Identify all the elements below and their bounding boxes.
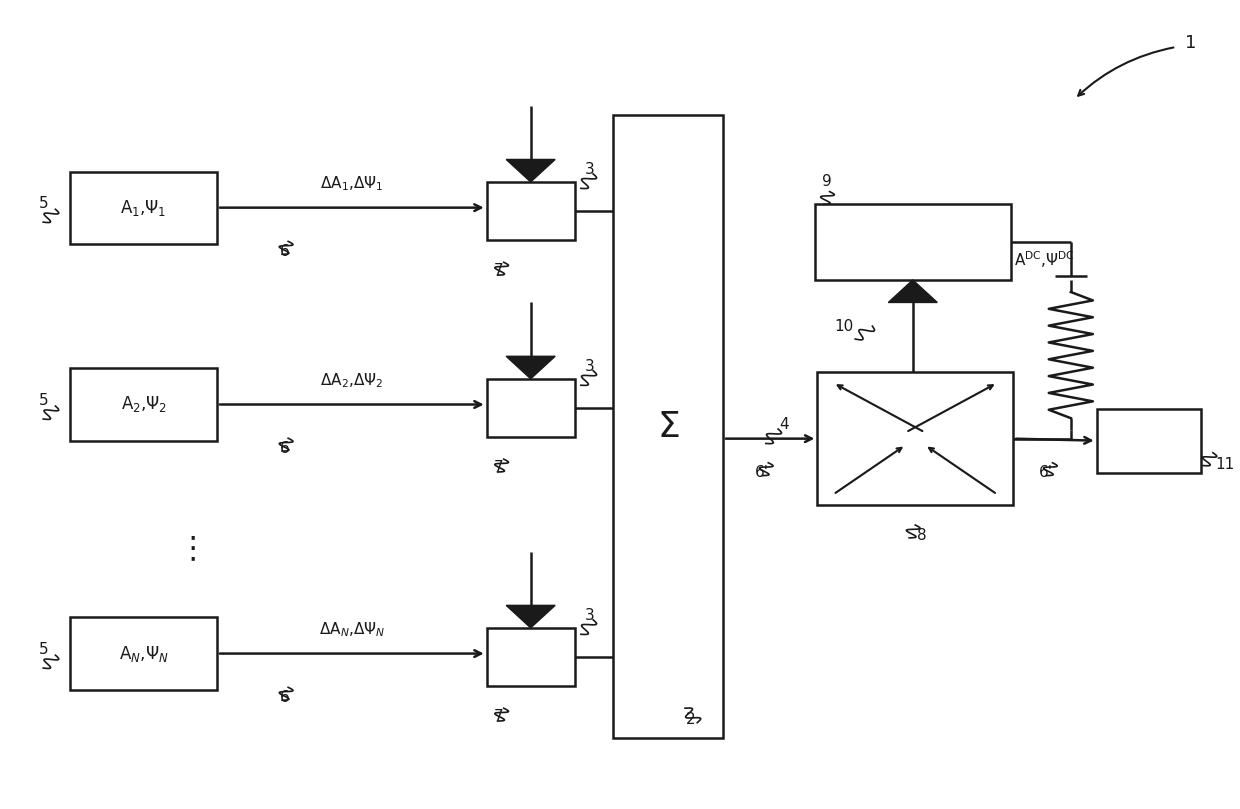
Text: A$_1$,Ψ$_1$: A$_1$,Ψ$_1$	[120, 197, 167, 218]
Text: 6: 6	[279, 244, 289, 260]
Text: 5: 5	[38, 196, 48, 211]
Text: 1: 1	[1184, 34, 1197, 52]
Text: A$^{\mathrm{DC}}$,Ψ$^{\mathrm{DC}}$: A$^{\mathrm{DC}}$,Ψ$^{\mathrm{DC}}$	[1014, 249, 1075, 270]
Text: 10: 10	[835, 319, 854, 333]
Text: $\Delta$A$_2$,$\Delta\Psi_2$: $\Delta$A$_2$,$\Delta\Psi_2$	[320, 371, 383, 390]
Text: 7: 7	[494, 460, 503, 475]
Text: 9: 9	[822, 174, 832, 188]
Text: ⋮: ⋮	[177, 535, 208, 564]
Text: 6: 6	[279, 441, 289, 456]
Text: 5: 5	[38, 642, 48, 657]
Text: 8: 8	[916, 528, 926, 543]
Text: 3: 3	[584, 359, 594, 375]
Bar	[817, 372, 1013, 505]
Text: 6': 6'	[1039, 465, 1053, 480]
Text: 6: 6	[279, 690, 289, 705]
Text: 5: 5	[38, 393, 48, 408]
Bar	[486, 379, 575, 437]
Polygon shape	[506, 159, 556, 182]
Text: 11: 11	[1215, 457, 1235, 472]
Text: 2: 2	[686, 712, 696, 727]
Text: $\Sigma$: $\Sigma$	[657, 409, 680, 443]
Text: 3: 3	[584, 163, 594, 177]
Bar	[71, 617, 217, 690]
Bar	[1096, 409, 1200, 472]
Bar	[71, 172, 217, 244]
Text: $\Delta$A$_1$,$\Delta\Psi_1$: $\Delta$A$_1$,$\Delta\Psi_1$	[320, 175, 383, 193]
Polygon shape	[506, 356, 556, 379]
Text: $\Delta$A$_N$,$\Delta\Psi_N$: $\Delta$A$_N$,$\Delta\Psi_N$	[319, 621, 386, 639]
Bar	[613, 115, 723, 738]
Text: 7: 7	[494, 709, 503, 724]
Text: A$_N$,Ψ$_N$: A$_N$,Ψ$_N$	[119, 644, 169, 663]
Text: 3: 3	[584, 608, 594, 623]
Bar	[71, 368, 217, 441]
Bar	[815, 204, 1011, 280]
Polygon shape	[888, 280, 937, 303]
Polygon shape	[506, 605, 556, 628]
Text: 7: 7	[494, 263, 503, 277]
Bar	[486, 628, 575, 686]
Text: 6': 6'	[755, 465, 769, 480]
Text: A$_2$,Ψ$_2$: A$_2$,Ψ$_2$	[120, 395, 166, 414]
Bar	[486, 182, 575, 239]
Text: 4: 4	[780, 417, 789, 432]
